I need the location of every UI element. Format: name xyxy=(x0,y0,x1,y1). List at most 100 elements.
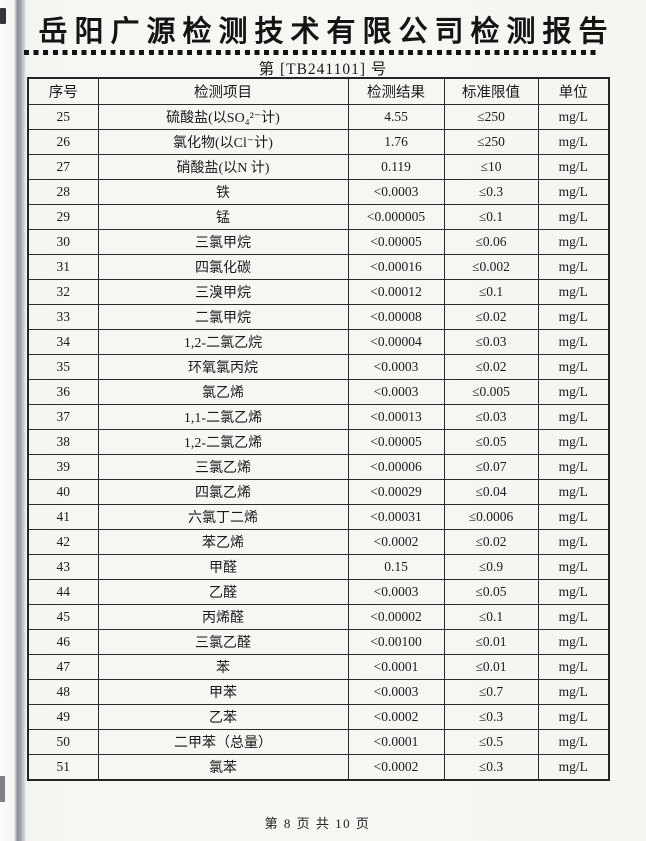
results-table: 序号 检测项目 检测结果 标准限值 单位 25 硫酸盐(以SO₄²⁻计) 4.55 ≤… xyxy=(27,77,610,781)
cell-item: 二甲苯（总量） xyxy=(97,729,349,755)
table-row: 45 丙烯醛 <0.00002 ≤0.1 mg/L xyxy=(27,604,610,630)
cell-result: <0.000005 xyxy=(347,204,445,230)
cell-unit: mg/L xyxy=(537,579,610,605)
cell-unit: mg/L xyxy=(537,504,610,530)
cell-no: 42 xyxy=(27,529,99,555)
table-row: 47 苯 <0.0001 ≤0.01 mg/L xyxy=(27,654,610,680)
table-row: 34 1,2-二氯乙烷 <0.00004 ≤0.03 mg/L xyxy=(27,329,610,355)
cell-result: <0.00008 xyxy=(347,304,445,330)
dotted-divider xyxy=(24,50,598,55)
results-table-body: 25 硫酸盐(以SO₄²⁻计) 4.55 ≤250 mg/L 26 氯化物(以Cl⁻计) 1.… xyxy=(27,104,610,781)
cell-result: <0.0003 xyxy=(347,179,445,205)
table-row: 36 氯乙烯 <0.0003 ≤0.005 mg/L xyxy=(27,379,610,405)
table-row: 43 甲醛 0.15 ≤0.9 mg/L xyxy=(27,554,610,580)
cell-limit: ≤0.5 xyxy=(443,729,539,755)
cell-no: 27 xyxy=(27,154,99,180)
table-row: 33 二氯甲烷 <0.00008 ≤0.02 mg/L xyxy=(27,304,610,330)
cell-limit: ≤0.3 xyxy=(443,754,539,781)
cell-no: 41 xyxy=(27,504,99,530)
scan-artifact-top-left xyxy=(0,8,6,24)
cell-item: 苯乙烯 xyxy=(97,529,349,555)
cell-no: 25 xyxy=(27,104,99,130)
cell-item: 三溴甲烷 xyxy=(97,279,349,305)
cell-item: 四氯乙烯 xyxy=(97,479,349,505)
cell-item: 1,1-二氯乙烯 xyxy=(97,404,349,430)
col-header-item: 检测项目 xyxy=(97,77,349,105)
cell-unit: mg/L xyxy=(537,729,610,755)
cell-result: <0.0003 xyxy=(347,579,445,605)
cell-item: 1,2-二氯乙烷 xyxy=(97,329,349,355)
col-header-result: 检测结果 xyxy=(347,77,445,105)
cell-no: 28 xyxy=(27,179,99,205)
cell-limit: ≤0.7 xyxy=(443,679,539,705)
cell-unit: mg/L xyxy=(537,329,610,355)
cell-no: 45 xyxy=(27,604,99,630)
table-row: 49 乙苯 <0.0002 ≤0.3 mg/L xyxy=(27,704,610,730)
cell-item: 氯乙烯 xyxy=(97,379,349,405)
cell-result: <0.00012 xyxy=(347,279,445,305)
table-row: 51 氯苯 <0.0002 ≤0.3 mg/L xyxy=(27,754,610,781)
cell-result: 0.119 xyxy=(347,154,445,180)
cell-result: <0.00004 xyxy=(347,329,445,355)
cell-no: 43 xyxy=(27,554,99,580)
cell-unit: mg/L xyxy=(537,179,610,205)
cell-limit: ≤0.01 xyxy=(443,629,539,655)
cell-item: 丙烯醛 xyxy=(97,604,349,630)
cell-result: 1.76 xyxy=(347,129,445,155)
cell-item: 1,2-二氯乙烯 xyxy=(97,429,349,455)
cell-result: <0.00031 xyxy=(347,504,445,530)
cell-no: 37 xyxy=(27,404,99,430)
cell-result: <0.00016 xyxy=(347,254,445,280)
col-header-limit: 标准限值 xyxy=(443,77,539,105)
cell-no: 32 xyxy=(27,279,99,305)
scan-binding-edge xyxy=(14,0,26,841)
cell-unit: mg/L xyxy=(537,404,610,430)
cell-limit: ≤0.02 xyxy=(443,304,539,330)
cell-unit: mg/L xyxy=(537,629,610,655)
cell-limit: ≤0.02 xyxy=(443,529,539,555)
cell-limit: ≤0.9 xyxy=(443,554,539,580)
cell-unit: mg/L xyxy=(537,104,610,130)
cell-item: 三氯乙烯 xyxy=(97,454,349,480)
cell-unit: mg/L xyxy=(537,379,610,405)
cell-item: 甲苯 xyxy=(97,679,349,705)
table-row: 26 氯化物(以Cl⁻计) 1.76 ≤250 mg/L xyxy=(27,129,610,155)
cell-no: 38 xyxy=(27,429,99,455)
cell-result: <0.0002 xyxy=(347,754,445,781)
cell-no: 50 xyxy=(27,729,99,755)
cell-unit: mg/L xyxy=(537,479,610,505)
cell-limit: ≤0.03 xyxy=(443,329,539,355)
cell-limit: ≤250 xyxy=(443,129,539,155)
table-row: 27 硝酸盐(以N 计) 0.119 ≤10 mg/L xyxy=(27,154,610,180)
cell-no: 48 xyxy=(27,679,99,705)
cell-unit: mg/L xyxy=(537,154,610,180)
cell-item: 四氯化碳 xyxy=(97,254,349,280)
cell-limit: ≤0.05 xyxy=(443,579,539,605)
cell-no: 33 xyxy=(27,304,99,330)
cell-item: 乙醛 xyxy=(97,579,349,605)
cell-item: 二氯甲烷 xyxy=(97,304,349,330)
cell-no: 39 xyxy=(27,454,99,480)
cell-result: <0.0001 xyxy=(347,729,445,755)
cell-item: 三氯甲烷 xyxy=(97,229,349,255)
cell-result: <0.00029 xyxy=(347,479,445,505)
col-header-no: 序号 xyxy=(27,77,99,105)
cell-result: <0.0001 xyxy=(347,654,445,680)
table-row: 37 1,1-二氯乙烯 <0.00013 ≤0.03 mg/L xyxy=(27,404,610,430)
cell-item: 苯 xyxy=(97,654,349,680)
cell-item: 铁 xyxy=(97,179,349,205)
cell-limit: ≤0.1 xyxy=(443,604,539,630)
cell-unit: mg/L xyxy=(537,704,610,730)
cell-no: 36 xyxy=(27,379,99,405)
cell-no: 47 xyxy=(27,654,99,680)
cell-limit: ≤0.1 xyxy=(443,204,539,230)
col-header-unit: 单位 xyxy=(537,77,610,105)
cell-no: 34 xyxy=(27,329,99,355)
cell-result: <0.0003 xyxy=(347,679,445,705)
cell-item: 硫酸盐(以SO₄²⁻计) xyxy=(97,104,349,130)
cell-limit: ≤0.3 xyxy=(443,179,539,205)
cell-item: 乙苯 xyxy=(97,704,349,730)
cell-unit: mg/L xyxy=(537,754,610,781)
table-row: 40 四氯乙烯 <0.00029 ≤0.04 mg/L xyxy=(27,479,610,505)
cell-item: 甲醛 xyxy=(97,554,349,580)
